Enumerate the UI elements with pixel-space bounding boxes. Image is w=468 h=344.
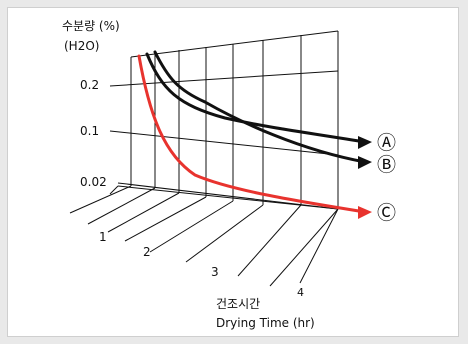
floor-diagonal-2 xyxy=(107,192,180,233)
floor-left-stub xyxy=(109,185,119,195)
grid-horizontal-0 xyxy=(109,70,339,87)
grid-horizontal-1 xyxy=(109,130,339,156)
y-tick-label-2: 0.02 xyxy=(80,175,107,189)
x-axis-label-en: Drying Time (hr) xyxy=(216,316,315,330)
floor-diagonal-7 xyxy=(269,208,339,287)
floor-diagonal-3 xyxy=(124,196,207,242)
floor-diagonal-4 xyxy=(149,200,234,253)
x-tick-label-2: 3 xyxy=(211,265,219,279)
x-axis-label-ko: 건조시간 xyxy=(216,297,260,311)
y-axis-label: 수분량 (%) xyxy=(62,19,120,33)
series-label-c: Ⓒ xyxy=(377,202,396,224)
series-layer xyxy=(137,50,372,219)
floor-diagonal-0 xyxy=(69,185,132,214)
x-tick-label-0: 1 xyxy=(99,230,107,244)
series-arrow-2 xyxy=(358,206,372,219)
y-axis-unit: (H2O) xyxy=(64,39,99,53)
series-line-1 xyxy=(153,50,367,164)
grid-top-edge xyxy=(130,30,339,58)
series-label-a: Ⓐ xyxy=(377,132,396,154)
depth-axis-line xyxy=(299,208,339,284)
series-line-2 xyxy=(137,54,367,214)
y-tick-label-0: 0.2 xyxy=(80,78,99,92)
series-arrow-0 xyxy=(358,136,372,149)
y-tick-label-1: 0.1 xyxy=(80,124,99,138)
series-line-0 xyxy=(145,52,367,144)
grid-layer xyxy=(69,30,339,287)
axis-layer xyxy=(109,57,339,284)
floor-diagonal-1 xyxy=(87,187,156,225)
x-tick-label-1: 2 xyxy=(143,245,151,259)
series-arrow-1 xyxy=(358,156,372,169)
floor-back-edge xyxy=(117,185,339,210)
series-label-b: Ⓑ xyxy=(377,154,396,176)
x-tick-label-3: 4 xyxy=(297,286,304,299)
floor-diagonal-6 xyxy=(237,204,302,277)
floor-diagonal-5 xyxy=(185,204,264,263)
